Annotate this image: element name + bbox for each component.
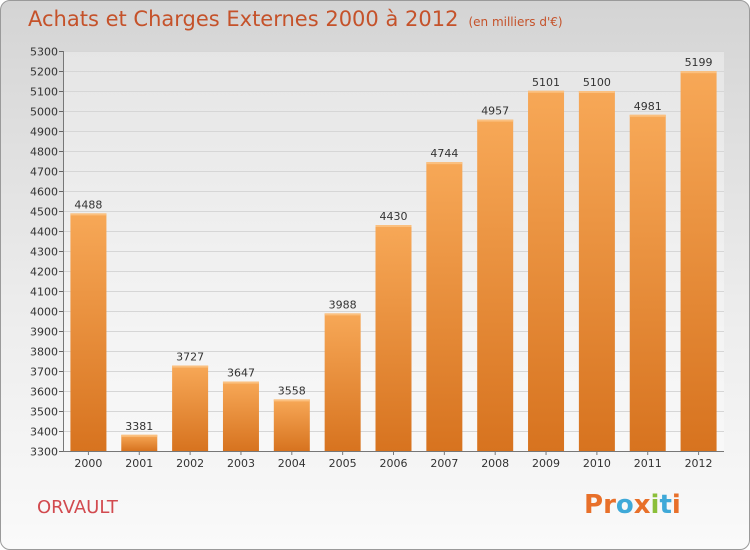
x-tick-label-2008: 2008 — [481, 457, 509, 470]
logo-letter: i — [671, 490, 681, 520]
bar-top-edge — [273, 399, 310, 402]
y-tick-label: 4400 — [30, 226, 58, 239]
data-label-2005: 3988 — [329, 298, 357, 311]
x-tick-label-2004: 2004 — [278, 457, 306, 470]
y-tick-label: 4200 — [30, 266, 58, 279]
y-tick-label: 4300 — [30, 246, 58, 259]
x-tick-label-2007: 2007 — [430, 457, 458, 470]
bar-2011 — [629, 114, 666, 452]
logo-letter: o — [615, 490, 634, 520]
y-tick-label: 5000 — [30, 106, 58, 119]
bar-top-edge — [477, 119, 514, 122]
data-label-2006: 4430 — [380, 210, 408, 223]
bar-2006 — [375, 225, 412, 451]
data-label-2012: 5199 — [685, 56, 713, 69]
bar-2001 — [121, 434, 158, 451]
y-tick-label: 4900 — [30, 126, 58, 139]
data-label-2008: 4957 — [481, 105, 509, 118]
data-labels: 4488 3381 3727 3647 3558 3988 4430 4744 4957 5101… — [74, 56, 712, 433]
y-tick-label: 4100 — [30, 286, 58, 299]
data-label-2001: 3381 — [125, 420, 153, 433]
bar-top-edge — [70, 213, 107, 216]
data-label-2009: 5101 — [532, 76, 560, 89]
y-tick-label: 5300 — [30, 46, 58, 59]
chart-title-text: Achats et Charges Externes 2000 à 2012 — [28, 7, 459, 31]
x-tick-label-2000: 2000 — [74, 457, 102, 470]
y-tick-label: 4600 — [30, 186, 58, 199]
x-tick-label-2006: 2006 — [380, 457, 408, 470]
x-tick-label-2012: 2012 — [685, 457, 713, 470]
logo-letter: x — [633, 490, 651, 520]
bar-2008 — [477, 119, 514, 451]
x-tick-label-2011: 2011 — [634, 457, 662, 470]
bar-top-edge — [222, 381, 259, 384]
location-label: ORVAULT — [37, 497, 118, 518]
y-tick-label: 4500 — [30, 206, 58, 219]
bar-top-edge — [426, 162, 463, 165]
logo-letter: i — [650, 490, 660, 520]
chart-title: Achats et Charges Externes 2000 à 2012 (e… — [28, 7, 563, 31]
x-tick-label-2001: 2001 — [125, 457, 153, 470]
data-label-2000: 4488 — [74, 198, 102, 211]
bar-top-edge — [680, 71, 717, 74]
y-tick-label: 4000 — [30, 306, 58, 319]
bar-2004 — [273, 399, 310, 451]
y-tick-label: 3700 — [30, 366, 58, 379]
data-label-2010: 5100 — [583, 76, 611, 89]
bar-2010 — [578, 91, 615, 451]
bar-top-edge — [629, 114, 666, 117]
bar-2002 — [172, 365, 209, 451]
logo-letter: t — [659, 490, 672, 520]
bar-2003 — [222, 381, 259, 451]
chart-unit: (en milliers d'€) — [468, 15, 563, 29]
y-tick-label: 5100 — [30, 86, 58, 99]
bar-top-edge — [121, 434, 158, 437]
bar-2000 — [70, 213, 107, 451]
y-tick-label: 4800 — [30, 146, 58, 159]
bar-top-edge — [172, 365, 209, 368]
bar-2007 — [426, 162, 463, 451]
y-tick-label: 3500 — [30, 406, 58, 419]
y-tick-label: 3300 — [30, 446, 58, 459]
data-label-2002: 3727 — [176, 351, 204, 364]
x-tick-label-2010: 2010 — [583, 457, 611, 470]
bar-2009 — [528, 90, 565, 452]
y-tick-label: 5200 — [30, 66, 58, 79]
data-label-2011: 4981 — [634, 100, 662, 113]
bar-top-edge — [528, 90, 565, 93]
bar-top-edge — [578, 91, 615, 93]
y-tick-label: 3800 — [30, 346, 58, 359]
bar-2005 — [324, 313, 361, 451]
y-tick-label: 3600 — [30, 386, 58, 399]
x-tick-label-2009: 2009 — [532, 457, 560, 470]
x-axis: 2000 2001 2002 2003 2004 2005 2006 2007 2008 2009… — [63, 451, 724, 470]
bar-top-edge — [324, 313, 361, 316]
y-tick-label: 3400 — [30, 426, 58, 439]
y-axis: 3300 3400 3500 3600 3700 3800 3900 4000 4100 4200… — [30, 46, 64, 459]
bar-top-edge — [375, 225, 412, 227]
data-label-2004: 3558 — [278, 384, 306, 397]
y-tick-label: 3900 — [30, 326, 58, 339]
data-label-2007: 4744 — [430, 147, 458, 160]
y-tick-label: 4700 — [30, 166, 58, 179]
data-label-2003: 3647 — [227, 367, 255, 380]
logo-letter: P — [584, 490, 604, 520]
x-tick-label-2002: 2002 — [176, 457, 204, 470]
bars — [70, 71, 717, 452]
x-tick-label-2003: 2003 — [227, 457, 255, 470]
proxiti-logo: Proxiti — [584, 490, 681, 520]
bar-2012 — [680, 71, 717, 451]
x-tick-label-2005: 2005 — [329, 457, 357, 470]
logo-letter: r — [603, 490, 616, 520]
